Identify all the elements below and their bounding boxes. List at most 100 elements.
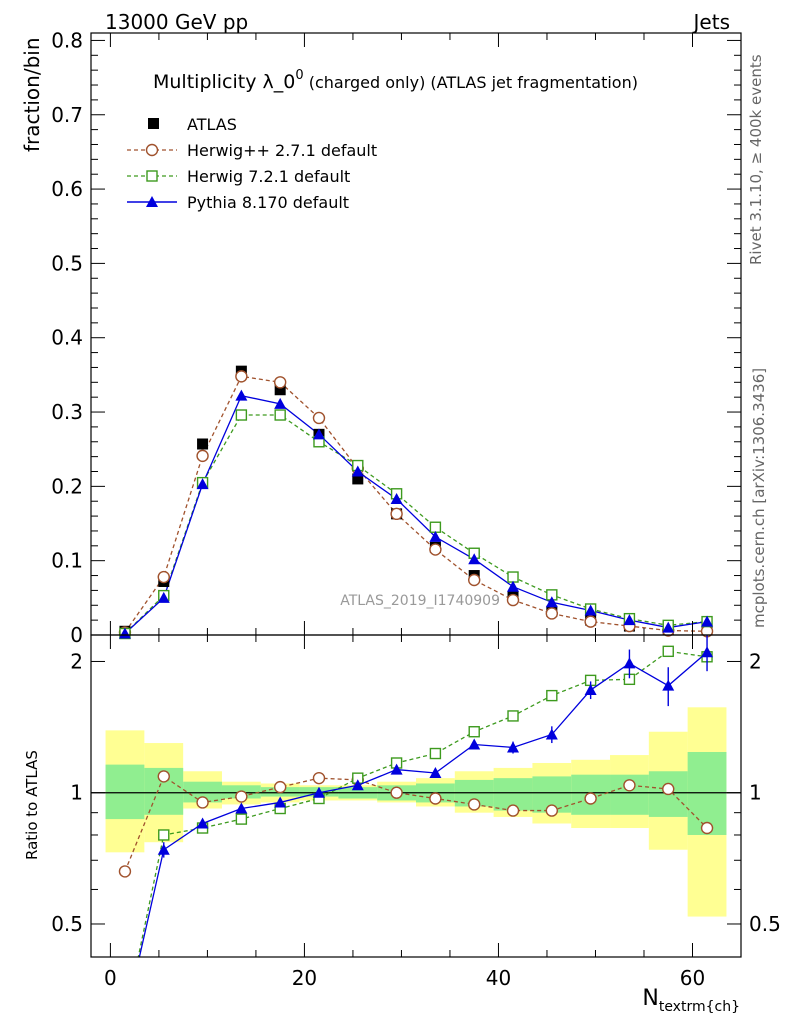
main-y-ticks: 0 0.1 0.2 0.3 0.4 0.5 0.6 0.7 0.8 — [51, 28, 741, 647]
ratio-point-pythia-8-170-default — [468, 738, 481, 750]
x-axis-label-sub: textrm{ch} — [659, 999, 740, 1015]
chart-title: Multiplicity λ_00 (charged only) (ATLAS … — [153, 68, 638, 93]
ratio-line-herwig-7-2-1-default — [137, 650, 708, 957]
data-point-herwig-2-7-1-default — [273, 376, 287, 389]
ratio-y-axis-label: Ratio to ATLAS — [23, 750, 41, 860]
y-axis-label: fraction/bin — [20, 38, 44, 153]
ratio-line-herwig-2-7-1-default — [124, 775, 708, 872]
energy-label: 13000 GeV pp — [105, 10, 248, 34]
data-point-pythia-8-170-default — [312, 428, 325, 440]
x-axis-label: Ntextrm{ch} — [642, 986, 740, 1015]
ratio-point-pythia-8-170-default — [545, 728, 558, 740]
category-label: Jets — [692, 10, 730, 34]
ratio-point-pythia-8-170-default — [507, 741, 520, 753]
y-tick-label: 0.3 — [51, 400, 83, 424]
x-tick-label: 20 — [292, 966, 317, 990]
data-point-herwig-2-7-1-default — [468, 573, 481, 587]
ratio-point-pythia-8-170-default — [274, 796, 287, 808]
ratio-point-pythia-8-170-default — [157, 843, 170, 855]
data-point-herwig-2-7-1-default — [235, 370, 248, 383]
rivet-version-label: Rivet 3.1.10, ≥ 400k events — [747, 54, 765, 265]
legend-marker-pythia — [146, 196, 158, 207]
ratio-point-pythia-8-170-default — [235, 802, 248, 814]
legend-marker-herwig7 — [146, 170, 158, 182]
legend-label-atlas: ATLAS — [187, 115, 237, 134]
legend: ATLAS Herwig++ 2.7.1 default Herwig 7.2.… — [127, 115, 377, 212]
data-point-herwig-2-7-1-default — [390, 507, 403, 521]
ratio-line-pythia-8-170-default — [138, 651, 708, 957]
ratio-point-herwig-2-7-1-default — [235, 790, 248, 803]
ratio-band-stat — [687, 751, 727, 835]
ratio-y-tick-label: 0.5 — [51, 912, 83, 936]
chart-title-superscript: 0 — [295, 68, 303, 83]
data-point-pythia-8-170-default — [545, 596, 558, 608]
data-point-herwig-2-7-1-default — [545, 607, 559, 620]
ratio-y-ticks: 0.5 0.5 1 1 2 2 — [51, 649, 781, 936]
ratio-x-ticks: 0 20 40 60 — [104, 635, 705, 990]
y-tick-label: 0.5 — [51, 251, 83, 275]
ratio-point-herwig-7-2-1-default — [662, 645, 674, 658]
data-point-pythia-8-170-default — [507, 580, 520, 592]
ratio-point-herwig-7-2-1-default — [158, 829, 170, 841]
data-point-pythia-8-170-default — [662, 621, 675, 633]
data-point-herwig-2-7-1-default — [157, 570, 170, 584]
data-point-atlas — [197, 438, 209, 450]
ratio-point-pythia-8-170-default — [429, 766, 442, 778]
ratio-point-herwig-2-7-1-default — [118, 865, 132, 878]
chart-title-main: Multiplicity λ_0 — [153, 71, 295, 93]
ratio-y-tick-label: 2 — [70, 649, 83, 673]
legend-marker-atlas — [148, 118, 159, 129]
data-point-atlas — [352, 473, 364, 485]
x-tick-label: 60 — [680, 966, 705, 990]
ratio-point-herwig-7-2-1-default — [546, 689, 558, 702]
data-point-herwig-2-7-1-default — [429, 543, 442, 556]
data-point-pythia-8-170-default — [701, 615, 714, 627]
data-point-herwig-2-7-1-default — [506, 593, 520, 607]
data-point-pythia-8-170-default — [157, 591, 170, 603]
series-line-herwig-7-2-1-default — [124, 414, 708, 634]
ratio-y-tick-label-right: 1 — [749, 781, 762, 805]
y-tick-label: 0.8 — [51, 28, 83, 52]
ratio-point-herwig-2-7-1-default — [584, 792, 597, 805]
ratio-point-herwig-7-2-1-default — [468, 726, 480, 738]
ratio-point-herwig-2-7-1-default — [196, 796, 209, 809]
data-point-herwig-7-2-1-default — [507, 571, 519, 583]
data-point-pythia-8-170-default — [118, 627, 131, 639]
ratio-point-herwig-2-7-1-default — [312, 771, 326, 785]
ratio-point-herwig-7-2-1-default — [235, 813, 248, 825]
ratio-point-pythia-8-170-default — [312, 786, 325, 798]
legend-entry-herwigpp: Herwig++ 2.7.1 default — [127, 141, 377, 160]
analysis-label: ATLAS_2019_I1740909 — [340, 593, 500, 609]
ratio-series-layer — [118, 635, 714, 957]
legend-marker-herwigpp — [145, 143, 159, 157]
legend-label-herwig7: Herwig 7.2.1 default — [187, 167, 350, 186]
ratio-point-pythia-8-170-default — [623, 657, 636, 669]
series-line-herwig-2-7-1-default — [124, 375, 708, 633]
ratio-point-herwig-2-7-1-default — [506, 804, 520, 817]
ratio-point-pythia-8-170-default — [390, 763, 403, 775]
y-tick-label: 0.1 — [51, 549, 83, 573]
ratio-point-herwig-2-7-1-default — [157, 770, 170, 783]
ratio-point-pythia-8-170-default — [662, 679, 675, 691]
main-x-ticks — [109, 33, 693, 635]
y-tick-label: 0.4 — [51, 326, 83, 350]
data-point-pythia-8-170-default — [390, 492, 403, 504]
mcplots-label: mcplots.cern.ch [arXiv:1306.3436] — [750, 368, 768, 628]
legend-label-pythia: Pythia 8.170 default — [187, 193, 349, 212]
data-point-pythia-8-170-default — [468, 553, 481, 565]
legend-label-herwigpp: Herwig++ 2.7.1 default — [187, 141, 377, 160]
data-point-pythia-8-170-default — [196, 478, 209, 490]
ratio-point-herwig-2-7-1-default — [468, 798, 481, 811]
ratio-point-herwig-2-7-1-default — [662, 782, 675, 796]
y-tick-label: 0.7 — [51, 103, 83, 127]
data-point-herwig-7-2-1-default — [274, 409, 286, 421]
ratio-y-tick-label-right: 0.5 — [749, 912, 781, 936]
ratio-panel: 0.5 0.5 1 1 2 2 0 20 40 60 Ratio to ATLAS Ntextr… — [23, 634, 781, 1015]
main-series-layer — [118, 365, 714, 640]
ratio-point-pythia-8-170-default — [196, 817, 209, 829]
legend-entry-herwig7: Herwig 7.2.1 default — [127, 167, 350, 186]
ratio-point-herwig-2-7-1-default — [390, 786, 403, 799]
ratio-point-herwig-7-2-1-default — [429, 747, 442, 760]
y-tick-label: 0.2 — [51, 474, 83, 498]
ratio-point-pythia-8-170-default — [584, 684, 597, 696]
